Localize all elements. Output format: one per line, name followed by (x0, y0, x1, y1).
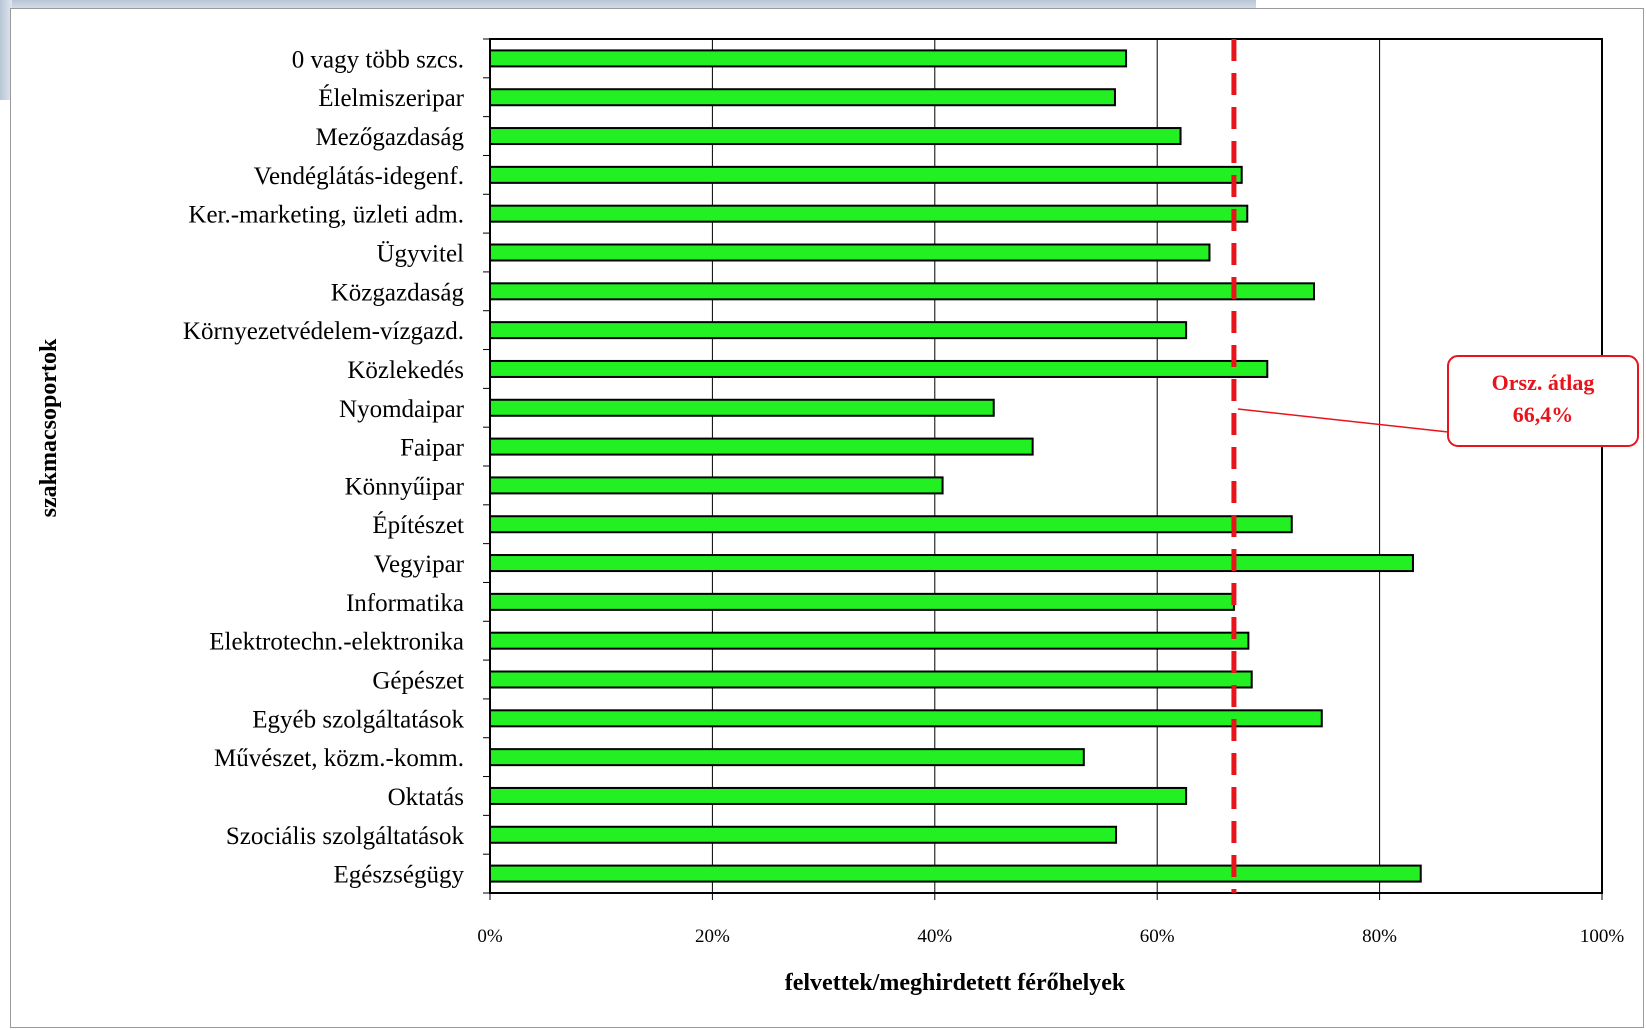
bar (489, 437, 1034, 456)
x-axis-title: felvettek/meghirdetett férőhelyek (785, 970, 1126, 996)
category-label: Nyomdaipar (339, 396, 465, 423)
category-label: Elektrotechn.-elektronika (209, 629, 464, 656)
category-label: Gépészet (372, 668, 464, 695)
y-axis-ticks (483, 38, 490, 894)
bar (489, 88, 1116, 107)
bar (489, 165, 1243, 184)
bar (489, 864, 1422, 883)
category-label: Oktatás (388, 784, 464, 811)
category-label: Ügyvitel (377, 241, 465, 268)
bar (489, 127, 1182, 146)
x-tick-label: 60% (1140, 926, 1175, 947)
category-label: Mezőgazdaság (315, 124, 464, 151)
x-tick-label: 0% (477, 926, 503, 947)
bar (489, 476, 944, 495)
category-label: Építészet (372, 511, 464, 539)
bar (489, 786, 1188, 805)
bars (489, 49, 1422, 883)
category-label: Élelmiszeripar (318, 84, 464, 112)
x-tick-label: 100% (1580, 926, 1625, 947)
bar (489, 592, 1235, 611)
bar (489, 282, 1315, 301)
bar (489, 359, 1269, 378)
category-label: Közlekedés (347, 357, 464, 384)
category-label: Környezetvédelem-vízgazd. (183, 318, 464, 345)
bar (489, 398, 995, 417)
bar (489, 321, 1188, 340)
bar (489, 709, 1323, 728)
category-label: Informatika (346, 590, 464, 617)
x-tick-label: 40% (917, 926, 952, 947)
category-label: Ker.-marketing, üzleti adm. (188, 202, 464, 229)
average-callout-line-2: 66,4% (1513, 402, 1574, 427)
slide-background-left (0, 0, 12, 100)
average-callout-label: Orsz. átlag 66,4% (1492, 370, 1595, 427)
bar (489, 515, 1293, 534)
x-tick-label: 80% (1362, 926, 1397, 947)
category-label: Vendéglátás-idegenf. (254, 163, 464, 190)
average-callout-pointer (1237, 408, 1449, 433)
category-label: Szociális szolgáltatások (226, 823, 465, 850)
y-axis-title: szakmacsoportok (36, 338, 62, 517)
bar (489, 670, 1253, 689)
category-label: Faipar (400, 435, 465, 462)
category-label: Vegyipar (374, 551, 465, 578)
bar (489, 554, 1414, 573)
average-callout-line-1: Orsz. átlag (1492, 370, 1595, 395)
bar (489, 631, 1250, 650)
category-label: Közgazdaság (331, 279, 465, 306)
category-label: 0 vagy több szcs. (292, 46, 464, 73)
average-callout-box (1447, 355, 1639, 447)
x-tick-label: 20% (695, 926, 730, 947)
bar (489, 49, 1128, 68)
category-label: Művészet, közm.-komm. (214, 745, 464, 772)
category-label: Egyéb szolgáltatások (252, 706, 464, 733)
bar (489, 748, 1085, 767)
bar (489, 825, 1118, 844)
category-labels: 0 vagy több szcs. Élelmiszeripar Mezőgazda… (183, 46, 465, 888)
bar (489, 204, 1249, 223)
category-label: Egészségügy (333, 862, 464, 889)
bar (489, 243, 1211, 262)
category-label: Könnyűipar (345, 473, 465, 500)
x-tick-labels: 0% 20% 40% 60% 80% 100% (477, 926, 1624, 947)
